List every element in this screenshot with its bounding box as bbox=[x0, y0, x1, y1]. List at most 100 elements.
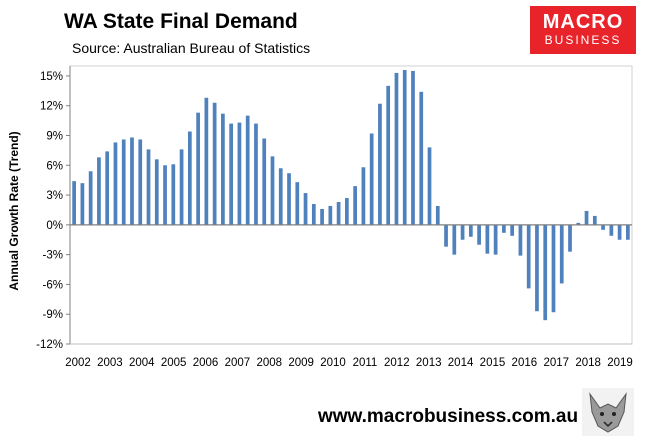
data-bar bbox=[378, 103, 382, 225]
macrobusiness-logo: MACRO BUSINESS bbox=[530, 6, 636, 54]
data-bar bbox=[510, 224, 515, 236]
y-tick-label: 0% bbox=[46, 220, 63, 232]
x-tick-label: 2015 bbox=[480, 357, 506, 369]
data-bar bbox=[477, 224, 481, 245]
data-bar bbox=[609, 224, 614, 236]
y-axis-title: Annual Growth Rate (Trend) bbox=[7, 131, 21, 290]
x-tick-label: 2002 bbox=[65, 357, 91, 369]
data-bar bbox=[221, 113, 225, 225]
data-bar bbox=[493, 224, 498, 255]
data-bar bbox=[435, 205, 440, 225]
data-bar bbox=[146, 149, 151, 225]
data-bar bbox=[295, 182, 300, 225]
data-bar bbox=[502, 224, 506, 233]
data-bar bbox=[163, 165, 167, 225]
y-tick-label: 12% bbox=[40, 101, 63, 113]
data-bar bbox=[468, 224, 473, 237]
data-bar bbox=[311, 204, 316, 225]
data-bar bbox=[452, 224, 457, 255]
data-bar bbox=[113, 142, 118, 225]
logo-line-1: MACRO bbox=[542, 11, 624, 33]
data-bar bbox=[121, 139, 126, 225]
data-bar bbox=[559, 224, 564, 284]
chart-subtitle: Source: Australian Bureau of Statistics bbox=[72, 40, 311, 56]
data-bar bbox=[237, 122, 242, 225]
data-bar bbox=[419, 91, 424, 225]
plot-area bbox=[69, 65, 633, 345]
data-bar bbox=[204, 97, 209, 225]
data-bar bbox=[518, 224, 523, 256]
y-tick-label: 6% bbox=[46, 160, 63, 172]
y-tick-label: -3% bbox=[43, 250, 63, 262]
data-bar bbox=[72, 181, 76, 225]
data-bar bbox=[353, 186, 357, 225]
x-tick-label: 2005 bbox=[161, 357, 187, 369]
data-bar bbox=[394, 72, 399, 225]
data-bar bbox=[601, 224, 605, 230]
data-bar bbox=[212, 102, 217, 225]
data-bar bbox=[444, 224, 448, 247]
data-bar bbox=[485, 224, 490, 254]
data-bar bbox=[336, 202, 341, 225]
data-bar bbox=[88, 171, 93, 225]
data-bar bbox=[568, 224, 572, 252]
data-bar bbox=[592, 215, 597, 225]
data-bar bbox=[171, 164, 176, 225]
data-bar bbox=[270, 156, 275, 225]
data-bar bbox=[303, 193, 308, 225]
data-bar bbox=[626, 224, 630, 240]
data-bar bbox=[105, 151, 110, 225]
data-bar bbox=[154, 159, 159, 225]
data-bar bbox=[584, 210, 589, 225]
chart-title: WA State Final Demand bbox=[64, 10, 298, 33]
data-bar bbox=[617, 224, 622, 240]
data-bar bbox=[361, 167, 366, 225]
website-url: www.macrobusiness.com.au bbox=[318, 406, 579, 427]
y-tick-label: -9% bbox=[43, 309, 63, 321]
data-bar bbox=[460, 224, 465, 240]
data-bar bbox=[543, 224, 548, 321]
data-bar bbox=[138, 139, 143, 225]
data-bar bbox=[196, 112, 200, 225]
x-tick-label: 2004 bbox=[129, 357, 155, 369]
data-bar bbox=[130, 137, 134, 225]
data-bar bbox=[551, 224, 556, 313]
y-tick-label: 9% bbox=[46, 131, 63, 143]
x-tick-label: 2012 bbox=[384, 357, 410, 369]
data-bar bbox=[187, 131, 192, 225]
x-tick-label: 2018 bbox=[575, 357, 601, 369]
x-tick-label: 2009 bbox=[288, 357, 314, 369]
data-bar bbox=[402, 69, 407, 225]
data-bar bbox=[229, 123, 234, 225]
x-tick-label: 2019 bbox=[607, 357, 633, 369]
x-tick-label: 2011 bbox=[353, 357, 378, 369]
x-tick-label: 2003 bbox=[97, 357, 123, 369]
data-bar bbox=[535, 224, 539, 312]
wolf-logo-icon bbox=[582, 388, 634, 436]
data-bar bbox=[427, 147, 432, 225]
data-bar bbox=[320, 208, 324, 225]
data-bar bbox=[97, 157, 101, 225]
data-bar bbox=[287, 173, 291, 225]
data-bar bbox=[526, 224, 531, 289]
data-bar bbox=[262, 138, 267, 225]
data-bar bbox=[328, 205, 333, 225]
data-bar bbox=[254, 123, 258, 225]
data-bar bbox=[576, 222, 581, 225]
x-tick-label: 2016 bbox=[512, 357, 538, 369]
data-bar bbox=[278, 168, 283, 225]
y-tick-label: 15% bbox=[40, 71, 63, 83]
x-tick-label: 2017 bbox=[543, 357, 569, 369]
logo-line-2: BUSINESS bbox=[544, 33, 622, 47]
x-tick-label: 2013 bbox=[416, 357, 442, 369]
data-bar bbox=[386, 85, 391, 225]
data-bar bbox=[345, 198, 349, 225]
data-bar bbox=[411, 70, 415, 225]
x-tick-label: 2010 bbox=[320, 357, 346, 369]
data-bar bbox=[80, 183, 85, 225]
x-tick-label: 2014 bbox=[448, 357, 474, 369]
y-tick-label: -6% bbox=[43, 279, 63, 291]
x-tick-label: 2008 bbox=[256, 357, 282, 369]
x-tick-label: 2007 bbox=[225, 357, 251, 369]
